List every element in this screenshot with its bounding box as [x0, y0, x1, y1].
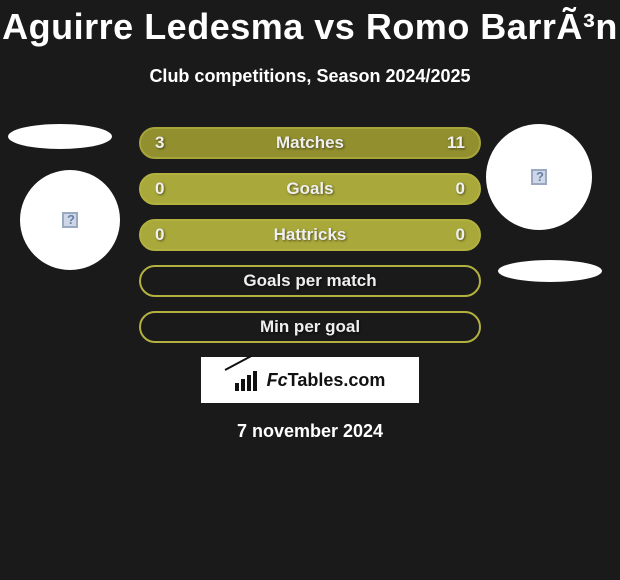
page-subtitle: Club competitions, Season 2024/2025 [0, 66, 620, 87]
stat-bar-goals: 0Goals0 [139, 173, 481, 205]
stat-bar-min-per-goal: Min per goal [139, 311, 481, 343]
stat-value-left: 0 [155, 179, 164, 199]
stat-value-right: 11 [447, 133, 465, 153]
stat-bar-goals-per-match: Goals per match [139, 265, 481, 297]
stat-label: Goals per match [141, 271, 479, 291]
stat-bar-matches: 3Matches11 [139, 127, 481, 159]
stat-value-right: 0 [456, 179, 465, 199]
stat-label: Min per goal [141, 317, 479, 337]
stat-label: Hattricks [141, 225, 479, 245]
stat-value-right: 0 [456, 225, 465, 245]
stat-label: Goals [141, 179, 479, 199]
stat-value-left: 3 [155, 133, 164, 153]
stat-bars: 3Matches110Goals00Hattricks0Goals per ma… [0, 127, 620, 343]
stat-label: Matches [141, 133, 479, 153]
stat-bar-hattricks: 0Hattricks0 [139, 219, 481, 251]
chart-icon [235, 369, 261, 391]
logo-text: FcTables.com [267, 370, 386, 391]
comparison-date: 7 november 2024 [0, 421, 620, 442]
page-title: Aguirre Ledesma vs Romo BarrÃ³n [0, 0, 620, 48]
stat-value-left: 0 [155, 225, 164, 245]
fctables-logo: FcTables.com [201, 357, 419, 403]
